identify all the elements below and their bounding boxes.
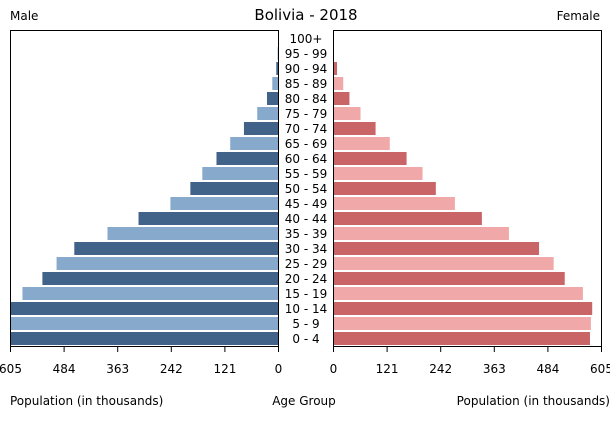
male-bar	[107, 227, 279, 240]
female-bar	[333, 287, 583, 300]
female-bar	[333, 197, 455, 210]
male-bar	[276, 62, 279, 75]
age-group-label: 35 - 39	[285, 227, 328, 241]
male-bar	[190, 182, 279, 195]
age-group-label: 80 - 84	[285, 92, 328, 106]
female-bar	[333, 182, 436, 195]
chart-title: Bolivia - 2018	[254, 6, 357, 24]
female-bar	[333, 302, 593, 315]
male-bar	[243, 122, 279, 135]
female-bar	[333, 122, 376, 135]
male-bar	[272, 77, 279, 90]
age-group-label: 40 - 44	[285, 212, 328, 226]
age-group-label: 100+	[290, 32, 323, 46]
male-bar	[10, 317, 279, 330]
age-group-label: 75 - 79	[285, 107, 328, 121]
age-group-label: 50 - 54	[285, 182, 328, 196]
male-bar	[10, 332, 279, 345]
female-tick-label: 121	[376, 362, 399, 376]
male-tick-label: 242	[160, 362, 183, 376]
age-group-label: 5 - 9	[292, 317, 319, 331]
age-group-label: 95 - 99	[285, 47, 328, 61]
x-label-left: Population (in thousands)	[10, 394, 163, 408]
female-bar	[333, 272, 565, 285]
female-bar	[333, 332, 590, 345]
male-label: Male	[10, 9, 38, 23]
age-group-label: 20 - 24	[285, 272, 328, 286]
male-plot-frame	[10, 30, 279, 347]
female-bar	[333, 77, 344, 90]
male-bar	[22, 287, 279, 300]
female-bar	[333, 152, 407, 165]
female-bar	[333, 242, 540, 255]
x-label-right: Population (in thousands)	[457, 394, 610, 408]
male-bar	[138, 212, 279, 225]
male-bar	[42, 272, 279, 285]
age-group-label: 45 - 49	[285, 197, 328, 211]
age-group-label: 15 - 19	[285, 287, 328, 301]
female-label: Female	[557, 9, 600, 23]
age-group-label: 30 - 34	[285, 242, 328, 256]
female-bar	[333, 317, 591, 330]
female-bar	[333, 107, 361, 120]
female-plot-frame	[333, 30, 602, 347]
age-group-label: 10 - 14	[285, 302, 328, 316]
female-tick-label: 0	[330, 362, 338, 376]
male-tick-label: 605	[0, 362, 22, 376]
female-bar	[333, 227, 509, 240]
male-bar	[266, 92, 279, 105]
age-group-label: 55 - 59	[285, 167, 328, 181]
male-bar	[230, 137, 279, 150]
female-bar	[333, 212, 482, 225]
female-tick-label: 605	[590, 362, 610, 376]
male-bar	[74, 242, 279, 255]
male-bar	[10, 302, 279, 315]
male-bar	[202, 167, 279, 180]
female-bar	[333, 257, 554, 270]
male-tick-label: 363	[106, 362, 129, 376]
female-tick-label: 484	[536, 362, 559, 376]
female-tick-label: 363	[483, 362, 506, 376]
male-tick-label: 0	[275, 362, 283, 376]
female-bar	[333, 167, 423, 180]
age-group-label: 25 - 29	[285, 257, 328, 271]
male-tick-label: 484	[53, 362, 76, 376]
female-tick-label: 242	[429, 362, 452, 376]
male-bar	[170, 197, 279, 210]
male-bar	[56, 257, 279, 270]
age-group-label: 0 - 4	[292, 332, 319, 346]
x-label-center: Age Group	[272, 394, 336, 408]
male-bar	[257, 107, 279, 120]
female-bar	[333, 92, 350, 105]
age-group-label: 70 - 74	[285, 122, 328, 136]
age-group-label: 85 - 89	[285, 77, 328, 91]
female-bar	[333, 62, 338, 75]
age-group-label: 65 - 69	[285, 137, 328, 151]
male-bar	[216, 152, 279, 165]
male-tick-label: 121	[213, 362, 236, 376]
age-group-label: 90 - 94	[285, 62, 328, 76]
female-bar	[333, 137, 390, 150]
age-group-label: 60 - 64	[285, 152, 328, 166]
